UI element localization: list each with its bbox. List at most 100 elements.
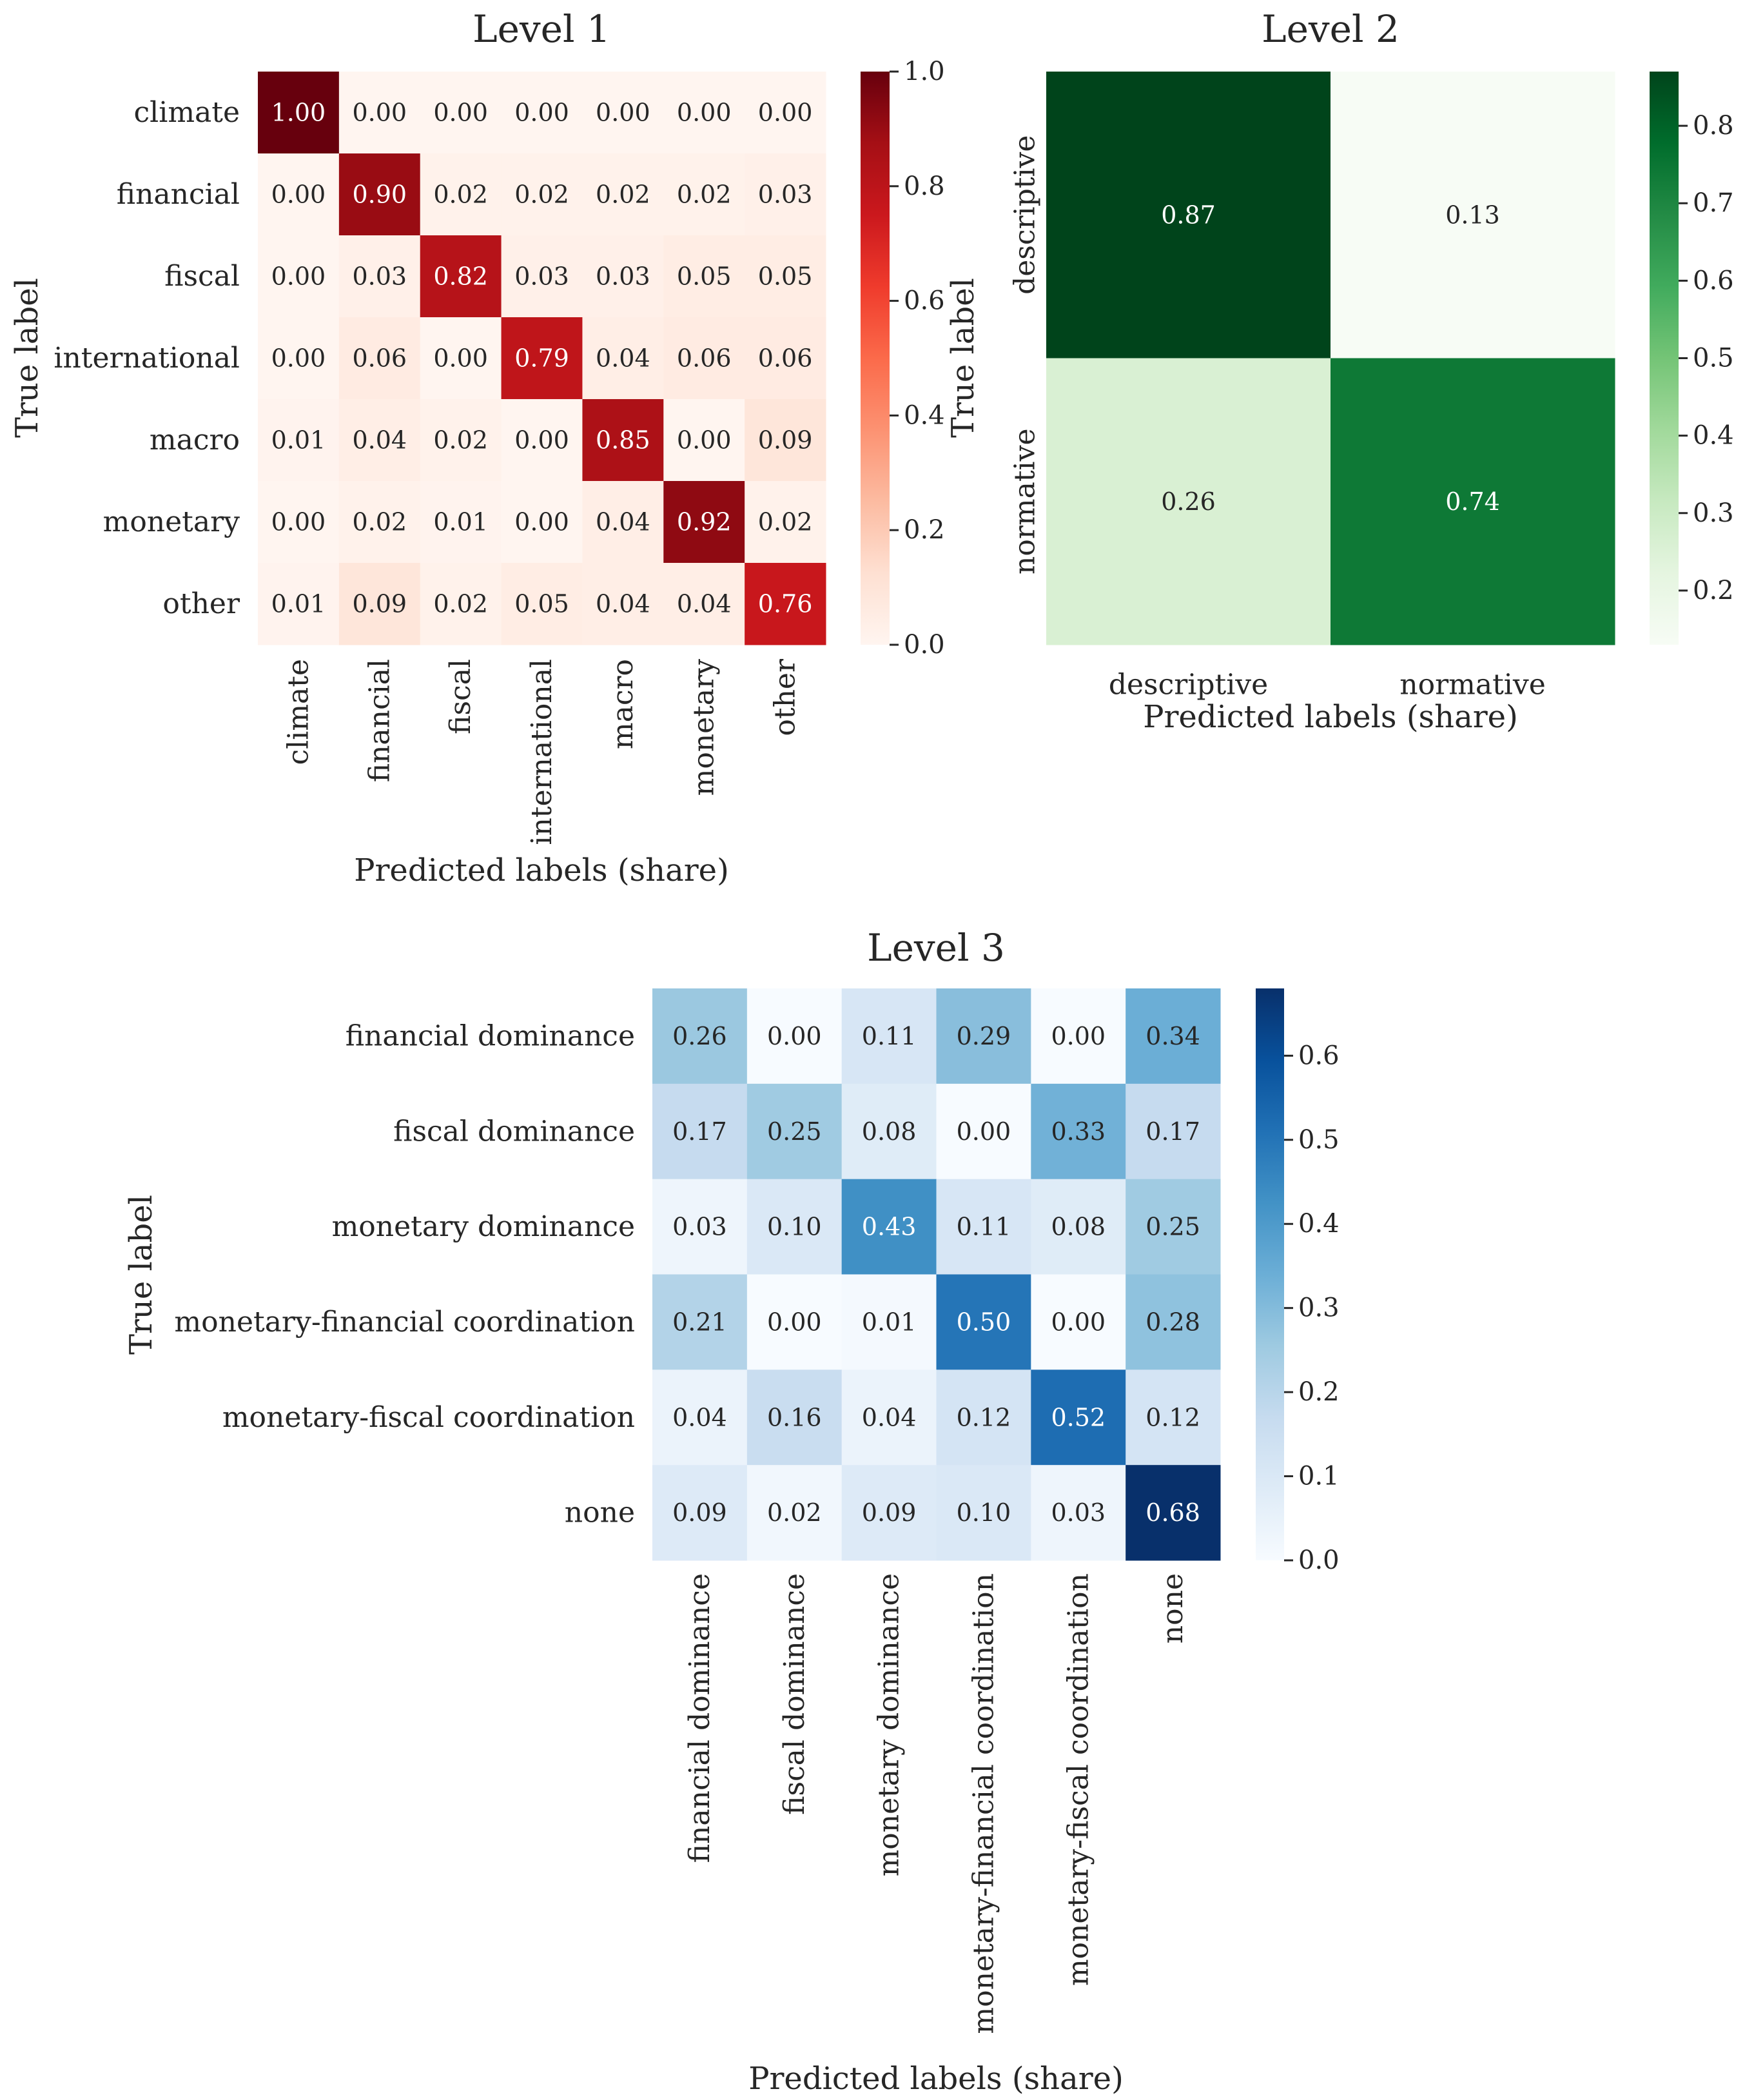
level2-cell-descriptive-normative	[1331, 72, 1615, 358]
level1-cell-value: 0.00	[514, 99, 569, 127]
level1-cell-fiscal-other	[745, 235, 826, 318]
level1-y-tick-monetary: monetary	[103, 505, 240, 538]
level3-cell-value: 0.00	[767, 1308, 822, 1336]
level1-cell-value: 0.00	[433, 344, 488, 373]
level2-cell-descriptive-descriptive	[1046, 72, 1331, 358]
level3-colorbar-gradient	[1256, 988, 1284, 1560]
level1-x-tick-international: international	[525, 659, 558, 845]
level3-xlabel: Predicted labels (share)	[748, 2061, 1124, 2097]
level3-cell-value: 0.09	[672, 1498, 727, 1527]
level1-cell-other-international	[501, 563, 583, 645]
level3-cell-value: 0.26	[672, 1022, 727, 1050]
level1-cell-value: 0.00	[271, 181, 326, 209]
level2-cell-value: 0.13	[1445, 201, 1500, 229]
level1-x-tick-other: other	[769, 658, 802, 736]
level3-title: Level 3	[867, 926, 1005, 970]
level3-x-tick-fiscal-dominance: fiscal dominance	[778, 1573, 811, 1815]
level3-colorbar-tick-label: 0.3	[1298, 1293, 1340, 1323]
level3-ylabel: True label	[123, 1195, 159, 1355]
level2-cell-value: 0.87	[1161, 201, 1216, 229]
level1-cell-climate-macro	[582, 72, 664, 154]
level2-xlabel: Predicted labels (share)	[1143, 699, 1518, 735]
level1-colorbar-tick-label: 0.4	[904, 400, 945, 430]
level3-cell-value: 0.01	[862, 1308, 917, 1336]
level1-cell-fiscal-climate	[258, 235, 340, 318]
level3-colorbar-tick-label: 0.4	[1298, 1209, 1340, 1239]
level3-cell-value: 0.25	[1145, 1213, 1200, 1241]
level1-cell-value: 0.85	[596, 426, 650, 455]
level3-cell-value: 0.33	[1051, 1117, 1106, 1146]
level3-cell-monetary-fiscal-coordination-monetary-fiscal-coordination	[1031, 1369, 1126, 1466]
level1-cell-international-fiscal	[420, 317, 502, 400]
level3-cell-value: 0.04	[862, 1403, 917, 1431]
level1-cell-macro-fiscal	[420, 399, 502, 482]
level1-colorbar-tick-label: 1.0	[904, 57, 945, 86]
level2-y-tick-descriptive: descriptive	[1009, 135, 1042, 295]
level3-colorbar-tick-label: 0.1	[1298, 1462, 1340, 1491]
level3-cell-value: 0.21	[672, 1308, 727, 1336]
level1-colorbar-tick-label: 0.0	[904, 630, 945, 660]
level2-cell-normative-descriptive	[1046, 358, 1331, 645]
level1-title: Level 1	[473, 7, 610, 51]
level1-cell-macro-climate	[258, 399, 340, 482]
level1-cell-international-other	[745, 317, 826, 400]
level2-y-tick-labels: descriptive normative	[1009, 135, 1042, 574]
level3-y-tick-monetary-fiscal-coordination: monetary-fiscal coordination	[222, 1401, 635, 1434]
level1-cell-monetary-other	[745, 481, 826, 564]
level3-cell-monetary-dominance-financial-dominance	[652, 1179, 748, 1275]
level2-x-tick-labels: descriptive normative	[1109, 669, 1546, 702]
level1-cell-value: 0.82	[433, 262, 488, 291]
level1-ylabel: True label	[9, 278, 45, 438]
level1-cell-fiscal-international	[501, 235, 583, 318]
level1-cell-value: 0.02	[514, 181, 569, 209]
level1-colorbar: 0.0 0.2 0.4 0.6 0.8 1.0	[861, 57, 945, 660]
level3-cell-value: 0.17	[1145, 1117, 1200, 1146]
level3-cell-none-none	[1126, 1465, 1221, 1561]
level1-cell-value: 0.05	[514, 590, 569, 618]
level1-cell-value: 0.05	[758, 262, 813, 291]
level1-cell-value: 0.02	[352, 508, 407, 536]
level3-cell-financial-dominance-fiscal-dominance	[746, 988, 843, 1084]
level2-colorbar-tick-label: 0.7	[1693, 188, 1734, 218]
level1-y-tick-labels: climate financial fiscal international macro…	[54, 96, 240, 620]
level3-panel: Level 3 True label Predicted labels (sha…	[123, 926, 1340, 2097]
level2-panel: Level 2 True label Predicted labels (sha…	[945, 7, 1734, 735]
level1-cell-monetary-international	[501, 481, 583, 564]
level3-cell-fiscal-dominance-financial-dominance	[652, 1083, 748, 1180]
level1-cell-fiscal-monetary	[663, 235, 745, 318]
level3-cell-value: 0.16	[767, 1403, 822, 1431]
level1-cell-value: 0.06	[352, 344, 407, 373]
level1-cell-value: 0.04	[596, 344, 650, 373]
level3-cell-value: 0.29	[957, 1022, 1011, 1050]
level1-cell-value: 0.02	[677, 181, 732, 209]
level3-cell-none-monetary-financial-coordination	[936, 1465, 1031, 1561]
level3-y-tick-labels: financial dominance fiscal dominance monet…	[174, 1019, 635, 1529]
level1-x-tick-fiscal: fiscal	[444, 659, 477, 734]
level1-cell-value: 0.00	[352, 99, 407, 127]
level1-y-tick-international: international	[54, 342, 240, 375]
level1-cell-monetary-climate	[258, 481, 340, 564]
level1-cell-climate-financial	[338, 72, 421, 154]
level3-x-tick-none: none	[1156, 1573, 1189, 1644]
level3-y-tick-monetary-dominance: monetary dominance	[332, 1210, 635, 1243]
level1-cell-value: 0.02	[596, 181, 650, 209]
level3-cell-value: 0.00	[767, 1022, 822, 1050]
level1-y-tick-other: other	[162, 587, 240, 620]
level3-cell-value: 0.25	[767, 1117, 822, 1146]
level2-x-tick-normative: normative	[1399, 669, 1545, 702]
level1-colorbar-tick-label: 0.6	[904, 286, 945, 316]
level3-x-tick-monetary-fiscal-coordination: monetary-fiscal coordination	[1062, 1573, 1095, 1986]
level3-cell-fiscal-dominance-monetary-fiscal-coordination	[1031, 1083, 1126, 1180]
level1-x-tick-climate: climate	[282, 659, 315, 765]
level1-cell-financial-fiscal	[420, 153, 502, 236]
level3-cell-value: 0.12	[957, 1403, 1011, 1431]
level3-cell-value: 0.08	[862, 1117, 917, 1146]
level3-x-tick-monetary-dominance: monetary dominance	[873, 1573, 906, 1876]
level1-cell-value: 0.01	[271, 426, 326, 455]
level2-y-tick-normative: normative	[1009, 429, 1042, 574]
level1-cell-fiscal-fiscal	[420, 235, 502, 318]
level1-cell-international-monetary	[663, 317, 745, 400]
level3-cell-monetary-financial-coordination-monetary-fiscal-coordination	[1031, 1274, 1126, 1370]
level1-cell-other-fiscal	[420, 563, 502, 645]
level1-cell-value: 0.04	[352, 426, 407, 455]
